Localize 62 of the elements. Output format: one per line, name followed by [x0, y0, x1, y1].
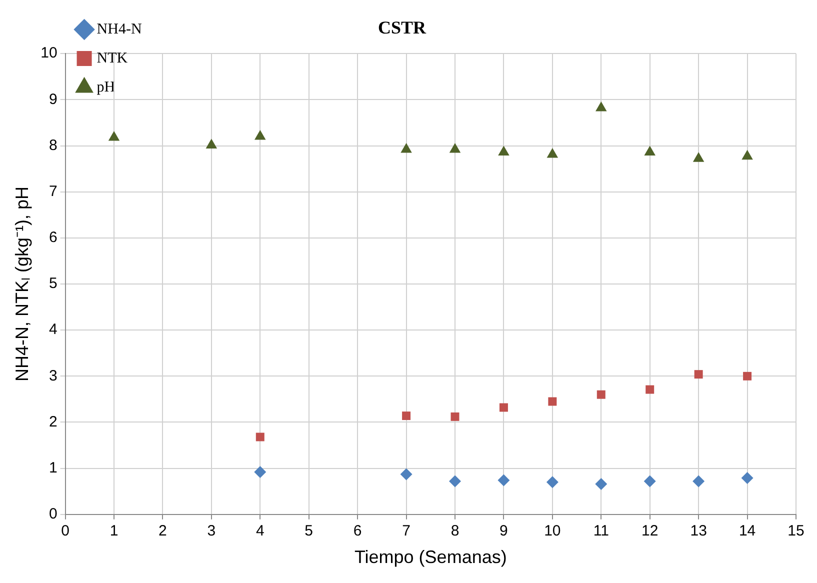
- point: [499, 403, 508, 412]
- y-tick-label: 2: [48, 413, 58, 430]
- point: [596, 390, 606, 399]
- point: [548, 397, 557, 406]
- x-tick-label: 14: [738, 522, 756, 540]
- x-tick-label: 2: [158, 522, 167, 540]
- point: [449, 475, 461, 488]
- y-tick-label: 3: [48, 367, 58, 384]
- y-tick-label: 7: [48, 182, 58, 200]
- x-tick-label: 4: [256, 522, 264, 540]
- point: [449, 142, 461, 153]
- x-tick-label: 15: [788, 522, 804, 540]
- point: [644, 475, 656, 488]
- x-tick-label: 0: [61, 522, 70, 540]
- x-tick-label: 11: [593, 522, 609, 540]
- point: [108, 130, 120, 141]
- point: [254, 130, 266, 140]
- point: [694, 370, 703, 379]
- legend-label: NH4-N: [96, 21, 142, 38]
- y-tick-label: 4: [48, 321, 58, 338]
- y-tick-label: 0: [48, 506, 58, 523]
- point: [254, 466, 266, 478]
- y-tick-label: 9: [48, 90, 58, 108]
- point: [498, 474, 510, 486]
- x-tick-label: 9: [500, 522, 508, 540]
- point: [692, 152, 704, 162]
- point: [498, 146, 510, 156]
- point: [546, 148, 558, 158]
- point: [206, 138, 218, 149]
- point: [400, 468, 412, 480]
- point: [546, 476, 558, 488]
- legend-label: pH: [96, 79, 116, 96]
- legend-label: NTK: [96, 50, 128, 66]
- x-tick-label: 8: [450, 522, 460, 540]
- point: [402, 412, 411, 420]
- point: [743, 372, 752, 380]
- chart-title: CSTR: [378, 17, 428, 38]
- x-tick-label: 1: [110, 522, 118, 540]
- x-tick-label: 5: [304, 522, 314, 540]
- x-axis-title: Tiempo (Semanas): [354, 547, 507, 568]
- point: [400, 142, 412, 153]
- x-tick-label: 10: [544, 522, 561, 540]
- y-tick-label: 6: [48, 229, 58, 246]
- x-tick-label: 13: [690, 522, 707, 540]
- y-axis-title: NH4-N, NTKₗ (gkg⁻¹), pH: [12, 186, 32, 382]
- point: [256, 432, 264, 442]
- y-tick-label: 5: [48, 275, 58, 292]
- point: [646, 385, 654, 394]
- y-tick-label: 1: [48, 459, 58, 476]
- x-tick-label: 6: [353, 522, 362, 540]
- point: [596, 101, 607, 112]
- point: [741, 472, 754, 484]
- point: [742, 150, 753, 160]
- x-tick-label: 7: [402, 522, 410, 540]
- point: [450, 412, 460, 421]
- y-tick-label: 8: [48, 136, 58, 154]
- x-tick-label: 3: [207, 522, 216, 540]
- x-tick-label: 12: [642, 522, 658, 540]
- y-tick-label: 10: [40, 44, 58, 62]
- point: [595, 478, 608, 490]
- point: [644, 146, 656, 156]
- point: [692, 475, 705, 488]
